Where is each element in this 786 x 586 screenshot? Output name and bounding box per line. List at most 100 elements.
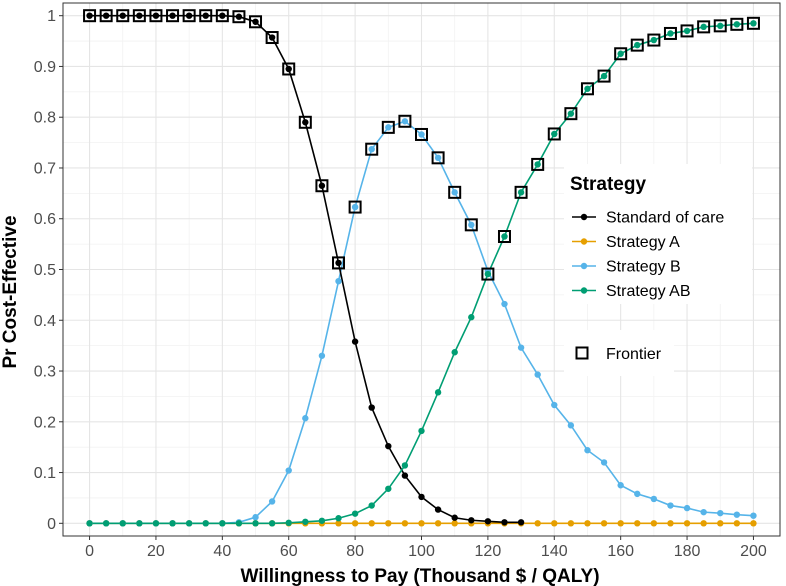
frontier-marker bbox=[265, 31, 279, 45]
y-axis: 0 0.1 0.2 0.3 0.4 0.5 0.6 0.7 0.8 0.9 1 bbox=[34, 8, 63, 533]
point-strategy-ab bbox=[335, 515, 342, 522]
point-strategy-a bbox=[534, 520, 541, 527]
point-strategy-a bbox=[401, 520, 409, 527]
frontier-marker bbox=[398, 114, 412, 128]
point-strategy-b bbox=[351, 203, 359, 211]
frontier-marker bbox=[116, 9, 130, 23]
frontier-marker bbox=[215, 9, 229, 23]
frontier-marker bbox=[298, 115, 312, 129]
point-strategy-b bbox=[268, 498, 276, 505]
frontier-marker bbox=[514, 185, 528, 199]
point-strategy-ab bbox=[667, 30, 674, 37]
point-standard-of-care bbox=[219, 12, 226, 19]
frontier-marker bbox=[182, 9, 196, 23]
point-strategy-ab bbox=[650, 36, 658, 44]
point-strategy-b bbox=[534, 371, 541, 378]
point-strategy-ab bbox=[285, 519, 292, 527]
point-strategy-ab bbox=[517, 189, 525, 196]
frontier-marker bbox=[365, 142, 379, 156]
point-strategy-b bbox=[717, 509, 724, 517]
point-strategy-b bbox=[468, 221, 475, 229]
frontier-marker bbox=[746, 16, 760, 30]
frontier-marker bbox=[199, 9, 213, 23]
point-strategy-b bbox=[617, 482, 624, 489]
point-standard-of-care bbox=[401, 472, 409, 479]
point-strategy-a bbox=[434, 520, 442, 527]
point-strategy-a bbox=[385, 520, 392, 527]
frontier-marker bbox=[697, 20, 711, 34]
series-layer bbox=[86, 12, 757, 527]
x-axis: 0 20 40 60 80 100 120 140 160 180 200 bbox=[85, 536, 767, 560]
x-tick-label: 180 bbox=[674, 543, 701, 560]
legend-frontier: Frontier bbox=[575, 346, 662, 363]
x-tick-label: 20 bbox=[147, 543, 165, 560]
point-strategy-ab bbox=[318, 517, 326, 524]
point-standard-of-care bbox=[185, 12, 193, 19]
point-strategy-a bbox=[600, 520, 608, 527]
point-strategy-a bbox=[368, 520, 375, 527]
point-strategy-ab bbox=[434, 389, 442, 396]
frontier-marker bbox=[232, 10, 246, 24]
y-tick-label: 0.9 bbox=[34, 59, 56, 76]
legend-key-point bbox=[580, 262, 588, 270]
point-strategy-b bbox=[733, 511, 741, 518]
legend-label: Standard of care bbox=[606, 210, 724, 227]
point-strategy-b bbox=[517, 344, 525, 351]
point-strategy-b bbox=[451, 189, 458, 196]
point-strategy-ab bbox=[235, 520, 243, 527]
point-standard-of-care bbox=[517, 519, 525, 526]
point-strategy-ab bbox=[534, 161, 541, 168]
y-tick-label: 0.4 bbox=[34, 313, 56, 330]
point-strategy-ab bbox=[119, 520, 126, 527]
frontier-marker bbox=[431, 151, 445, 165]
point-standard-of-care bbox=[102, 12, 110, 19]
point-standard-of-care bbox=[285, 65, 292, 73]
point-strategy-b bbox=[634, 490, 641, 498]
point-strategy-ab bbox=[185, 520, 193, 527]
point-strategy-b bbox=[700, 508, 707, 516]
point-standard-of-care bbox=[302, 119, 309, 126]
point-strategy-a bbox=[584, 520, 591, 527]
point-strategy-ab bbox=[219, 520, 226, 527]
y-tick-label: 0.1 bbox=[34, 465, 56, 482]
legend-label: Strategy B bbox=[606, 259, 681, 276]
x-tick-label: 40 bbox=[213, 543, 231, 560]
point-standard-of-care bbox=[418, 493, 425, 501]
frontier-marker bbox=[597, 69, 611, 83]
point-strategy-ab bbox=[451, 349, 458, 356]
frontier-marker bbox=[647, 33, 661, 47]
point-strategy-b bbox=[368, 145, 375, 153]
point-strategy-b bbox=[302, 415, 309, 422]
x-tick-label: 0 bbox=[85, 543, 94, 560]
point-strategy-ab bbox=[418, 427, 425, 435]
y-tick-label: 0.5 bbox=[34, 262, 56, 279]
point-strategy-a bbox=[451, 520, 458, 527]
x-tick-label: 80 bbox=[346, 543, 364, 560]
point-strategy-ab bbox=[351, 510, 359, 517]
point-strategy-b bbox=[434, 154, 442, 162]
point-standard-of-care bbox=[468, 517, 475, 524]
point-strategy-a bbox=[335, 520, 342, 527]
point-strategy-ab bbox=[551, 130, 558, 138]
point-strategy-b bbox=[252, 514, 259, 521]
point-strategy-ab bbox=[717, 22, 724, 30]
frontier-marker bbox=[497, 230, 511, 244]
x-tick-label: 60 bbox=[280, 543, 298, 560]
legend-key-point bbox=[580, 213, 588, 221]
frontier-marker bbox=[132, 9, 146, 23]
point-strategy-ab bbox=[268, 520, 276, 527]
point-strategy-b bbox=[418, 131, 425, 138]
point-strategy-b bbox=[551, 401, 558, 409]
frontier-marker bbox=[99, 9, 113, 23]
point-strategy-b bbox=[401, 118, 409, 125]
frontier-marker bbox=[249, 15, 263, 29]
point-strategy-ab bbox=[484, 270, 492, 278]
point-standard-of-care bbox=[385, 442, 392, 450]
point-strategy-ab bbox=[102, 520, 110, 527]
point-strategy-ab bbox=[401, 462, 409, 469]
frontier-marker bbox=[149, 9, 163, 23]
y-tick-label: 0.8 bbox=[34, 110, 56, 127]
point-strategy-b bbox=[285, 467, 292, 474]
point-strategy-b bbox=[600, 459, 608, 466]
x-tick-label: 160 bbox=[607, 543, 634, 560]
